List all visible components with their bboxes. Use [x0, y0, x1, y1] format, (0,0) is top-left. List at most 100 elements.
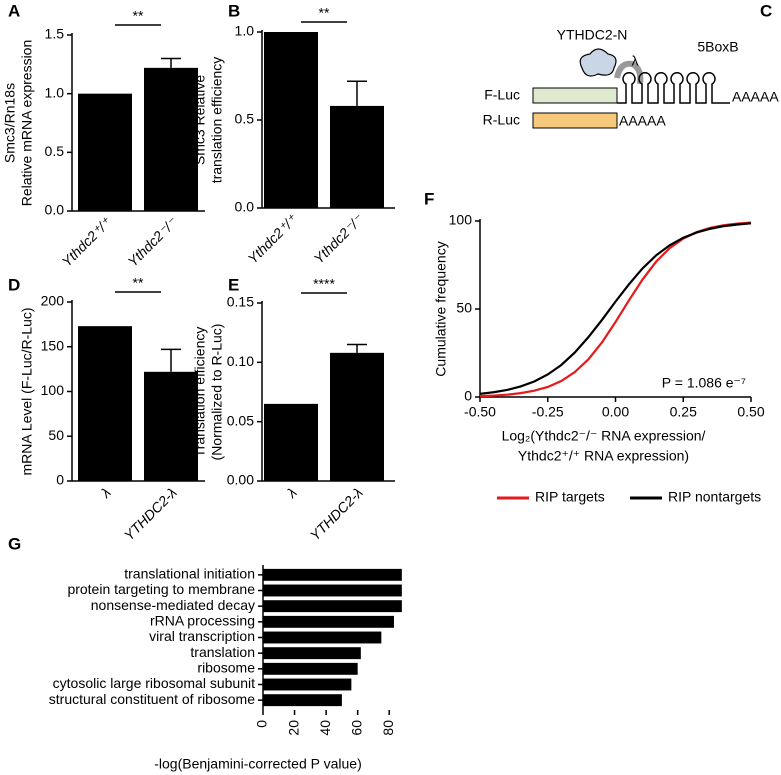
y-tick-label: rRNA processing	[150, 613, 255, 629]
x-tick-label: 40	[317, 720, 333, 736]
x-tick-label: 80	[380, 720, 396, 736]
panel-letter: A	[8, 1, 20, 20]
y-tick-label: 0.5	[235, 111, 255, 127]
y-tick-label: nonsense-mediated decay	[91, 597, 255, 613]
bar	[78, 93, 132, 211]
cdf-line	[479, 221, 752, 398]
y-tick-label: translation	[190, 644, 255, 660]
error-bar	[161, 57, 181, 68]
x-tick-label: 0.00	[602, 404, 629, 420]
x-tick-label: Ythdc2⁻/⁻	[124, 213, 180, 269]
x-axis-label: -log(Benjamini-corrected P value)	[154, 756, 362, 772]
y-tick-label: 50	[456, 300, 472, 316]
bar	[263, 662, 358, 675]
y-tick-label: 200	[41, 293, 65, 309]
error-bar	[347, 343, 367, 353]
reporter-box	[532, 87, 618, 104]
significance-label: **	[133, 8, 144, 24]
bar	[78, 326, 132, 481]
y-tick-label: 0.15	[227, 294, 254, 310]
bar	[330, 352, 384, 481]
x-tick-label: Ythdc2⁺/⁺	[244, 210, 300, 266]
cdf-line	[479, 222, 752, 395]
protein-label: YTHDC2-N	[557, 27, 628, 43]
panel-letter: E	[228, 275, 239, 294]
legend-label: RIP targets	[535, 489, 605, 505]
bar	[263, 631, 382, 644]
y-tick-label: 150	[41, 337, 65, 353]
x-tick-label: 0	[254, 720, 270, 728]
x-tick-label: 20	[285, 720, 301, 736]
reporter-box	[532, 112, 618, 129]
y-tick-label: viral transcription	[149, 628, 255, 644]
y-tick-label: 100	[449, 212, 473, 228]
bar	[263, 600, 402, 613]
y-tick-label: 0.00	[227, 472, 254, 488]
panel-letter: B	[228, 1, 240, 20]
y-tick-label: 0.10	[227, 353, 254, 369]
panel-letter: C	[760, 1, 772, 20]
y-axis-label: Smc3/Rn18s	[2, 83, 18, 163]
bar	[144, 67, 198, 211]
polya-label: AAAAA	[732, 89, 779, 105]
x-tick-label: 60	[348, 720, 364, 736]
bar	[264, 32, 318, 208]
significance-label: ****	[313, 276, 335, 292]
x-tick-label: -0.25	[532, 404, 564, 420]
y-axis-label: Translation efficiency	[192, 327, 208, 458]
error-bar	[161, 348, 181, 372]
linker-label: λ	[632, 53, 639, 69]
rna-hairpins	[617, 72, 730, 104]
y-tick-label: ribosome	[197, 660, 255, 676]
y-tick-label: translational initiation	[124, 566, 255, 582]
bar	[264, 403, 318, 481]
x-tick-label: YTHDC2-λ	[121, 484, 180, 543]
y-tick-label: 100	[41, 382, 65, 398]
x-axis-label: Ythdc2⁺/⁺ RNA expression)	[518, 448, 689, 464]
bar	[144, 371, 198, 481]
y-axis-label: Smc3 Relative	[192, 75, 208, 165]
significance-label: **	[133, 275, 144, 291]
annotation: P = 1.086 e⁻⁷	[662, 375, 746, 391]
x-axis-label: Log₂(Ythdc2⁻/⁻ RNA expression/	[502, 428, 706, 444]
polya-label: AAAAA	[619, 113, 666, 129]
reporter-label: F-Luc	[484, 87, 520, 103]
y-axis-label: Cumulative frequency	[433, 241, 449, 376]
y-tick-label: 0.0	[45, 202, 65, 218]
y-tick-label: 1.5	[45, 26, 65, 42]
protein-icon	[579, 48, 617, 77]
bar	[263, 584, 402, 597]
significance-label: **	[319, 5, 330, 21]
y-tick-label: protein targeting to membrane	[67, 581, 255, 597]
panel-letter: D	[8, 275, 20, 294]
y-tick-label: 1.0	[235, 23, 255, 39]
bar	[263, 694, 342, 707]
x-tick-label: λ	[97, 484, 114, 501]
y-axis-label: Relative mRNA expression	[19, 40, 35, 207]
panel-letter: G	[8, 534, 21, 553]
bar	[263, 615, 394, 628]
x-tick-label: Ythdc2⁻/⁻	[310, 210, 366, 266]
bar	[330, 105, 384, 208]
y-axis-label: mRNA Level (F-Luc/R-Luc)	[19, 307, 35, 475]
hairpin-label: 5BoxB	[697, 39, 738, 55]
x-tick-label: Ythdc2⁺/⁺	[58, 213, 114, 269]
error-bar	[347, 80, 367, 106]
y-tick-label: 0.05	[227, 412, 254, 428]
y-tick-label: 50	[48, 427, 64, 443]
reporter-label: R-Luc	[483, 112, 520, 128]
x-tick-label: 0.50	[737, 404, 764, 420]
bar	[263, 678, 352, 691]
legend-label: RIP nontargets	[668, 489, 761, 505]
diagram: C YTHDC2-N λ 5BoxB F-Luc AAAAA R-Luc AAA…	[483, 1, 780, 128]
y-tick-label: structural constituent of ribosome	[49, 691, 255, 707]
y-tick-label: 0.0	[235, 199, 255, 215]
y-axis-label: (Normalized to R-Luc)	[209, 324, 225, 461]
y-tick-label: 0	[56, 472, 64, 488]
panel-letter: F	[424, 189, 434, 208]
bar	[263, 568, 402, 581]
x-tick-label: 0.25	[670, 404, 697, 420]
y-tick-label: cytosolic large ribosomal subunit	[53, 675, 255, 691]
y-tick-label: 0.5	[45, 143, 65, 159]
